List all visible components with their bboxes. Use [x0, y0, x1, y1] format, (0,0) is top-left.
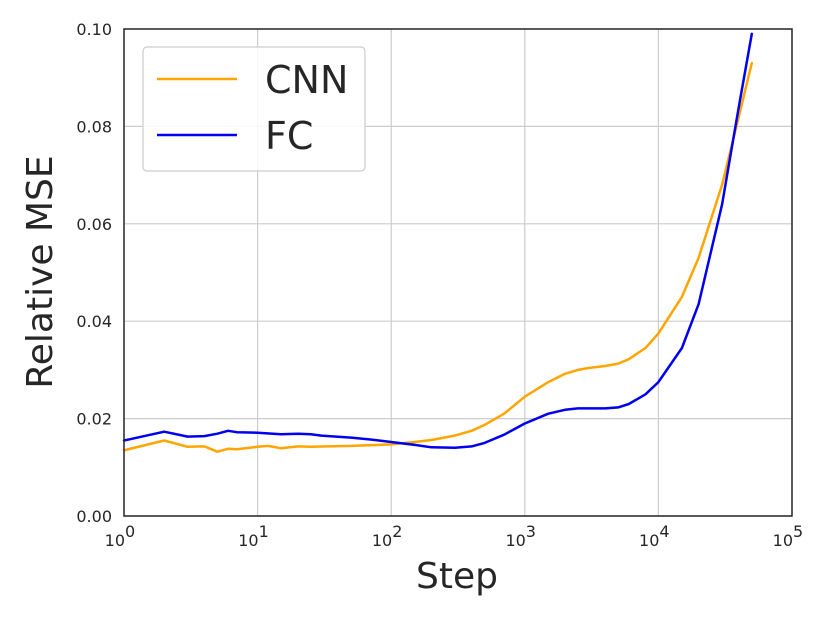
- x-tick-label-4: 10 4: [639, 522, 670, 550]
- x-tick-label-0: 10 0: [105, 522, 136, 550]
- x-tick-exponent-2: 2: [392, 522, 402, 541]
- x-tick-label-1: 10 1: [238, 522, 269, 550]
- series-lines: [122, 32, 754, 453]
- x-tick-label-3: 10 3: [505, 522, 536, 550]
- x-axis-title: Step: [416, 556, 498, 597]
- plot-frame: [123, 28, 793, 517]
- y-tick-labels: 0.00 0.02 0.04 0.06 0.08 0.10: [76, 20, 112, 526]
- y-axis-title: Relative MSE: [20, 155, 61, 388]
- legend-label-cnn: CNN: [265, 58, 348, 102]
- y-tick-label-2: 0.04: [76, 312, 112, 331]
- x-tick-exponent-1: 1: [259, 522, 269, 541]
- x-tick-base-5: 10: [773, 531, 793, 550]
- x-tick-label-2: 10 2: [372, 522, 403, 550]
- x-tick-labels: 10 0 10 1 10 2 10 3 10 4 10 5: [105, 522, 804, 550]
- x-tick-base-4: 10: [639, 531, 659, 550]
- legend: CNN FC: [142, 46, 366, 172]
- y-tick-label-4: 0.08: [76, 117, 112, 136]
- legend-label-fc: FC: [265, 114, 313, 158]
- x-tick-base-3: 10: [505, 531, 525, 550]
- x-tick-exponent-4: 4: [659, 522, 669, 541]
- x-tick-label-5: 10 5: [773, 522, 804, 550]
- y-tick-label-3: 0.06: [76, 215, 112, 234]
- series-line-fc: [122, 32, 754, 450]
- x-tick-base-2: 10: [372, 531, 392, 550]
- y-tick-label-5: 0.10: [76, 20, 112, 39]
- x-tick-exponent-0: 0: [125, 522, 135, 541]
- y-tick-label-1: 0.02: [76, 410, 112, 429]
- x-tick-base-1: 10: [238, 531, 258, 550]
- x-tick-exponent-3: 3: [526, 522, 536, 541]
- x-tick-exponent-5: 5: [793, 522, 803, 541]
- y-tick-label-0: 0.00: [76, 507, 112, 526]
- series-line-cnn: [122, 61, 754, 453]
- x-tick-base-0: 10: [105, 531, 125, 550]
